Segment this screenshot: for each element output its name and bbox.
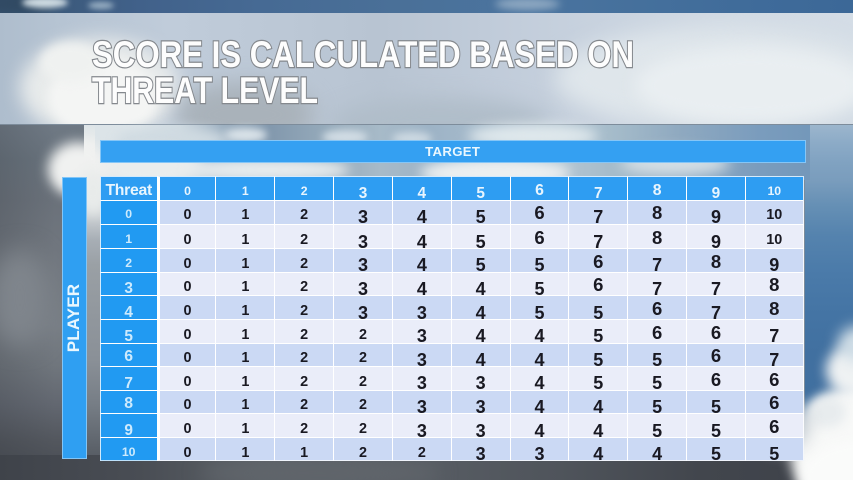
svg-text:THREAT LEVEL: THREAT LEVEL xyxy=(92,70,318,111)
svg-text:SCORE IS CALCULATED BASED ON: SCORE IS CALCULATED BASED ON xyxy=(92,34,634,75)
